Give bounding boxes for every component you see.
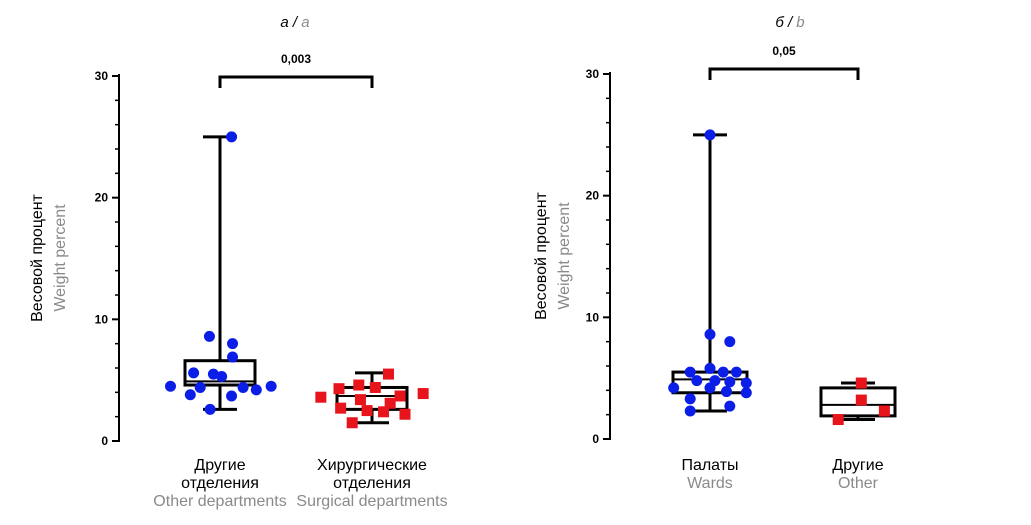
category-label-ru: Хирургические xyxy=(317,457,427,474)
data-point xyxy=(227,338,239,350)
y-tick-label: 0 xyxy=(101,434,108,448)
y-tick-label: 30 xyxy=(95,69,109,83)
significance-label: 0,003 xyxy=(281,52,311,66)
panel-title-en: b xyxy=(796,14,804,31)
y-axis-label-ru: Весовой процент xyxy=(533,191,550,319)
category-label-ru: Палаты xyxy=(681,457,738,474)
significance-bracket xyxy=(708,67,860,80)
category-label-ru: Другие xyxy=(194,457,245,474)
panel-title-ru: а / xyxy=(280,14,301,31)
category-label-ru: отделения xyxy=(181,475,259,492)
data-point xyxy=(369,381,381,393)
y-axis-label-en: Weight percent xyxy=(556,202,573,310)
data-point xyxy=(216,371,228,383)
data-point xyxy=(684,405,696,417)
y-tick-label: 30 xyxy=(586,67,600,81)
panel-title: б / b xyxy=(775,14,804,31)
data-point xyxy=(226,390,238,402)
data-point xyxy=(188,367,200,379)
chart-panel-a: а / a 0 10 20 30 Весовой процент Weight percen… xyxy=(29,14,448,510)
data-point xyxy=(207,368,219,380)
data-point xyxy=(724,376,736,388)
data-point xyxy=(684,366,696,378)
data-point xyxy=(383,368,394,380)
data-point xyxy=(237,381,249,393)
category-label-en: Surgical departments xyxy=(296,493,447,510)
data-point xyxy=(346,417,358,429)
data-point xyxy=(250,384,262,396)
data-point xyxy=(832,414,844,426)
data-point xyxy=(378,406,390,418)
data-point xyxy=(354,394,366,406)
data-point xyxy=(704,362,716,374)
data-point xyxy=(724,400,736,412)
box xyxy=(183,359,257,387)
category-label-en: Other departments xyxy=(153,493,286,510)
data-point xyxy=(740,387,752,399)
data-point xyxy=(333,383,345,395)
y-tick-label: 0 xyxy=(592,432,599,446)
data-point xyxy=(361,405,373,417)
category-label-ru: отделения xyxy=(333,475,411,492)
data-point xyxy=(704,382,716,394)
data-point xyxy=(315,391,327,403)
data-point xyxy=(265,380,277,392)
panel-title: а / a xyxy=(280,14,309,31)
data-point xyxy=(203,330,215,342)
data-point xyxy=(335,402,347,414)
category-label-en: Wards xyxy=(687,475,733,492)
y-tick-label: 20 xyxy=(586,189,600,203)
significance-label: 0,05 xyxy=(772,44,796,58)
panel-title-en: a xyxy=(301,14,309,31)
data-point xyxy=(353,379,365,391)
data-point xyxy=(227,351,239,363)
panel-title-ru: б / xyxy=(775,14,796,31)
y-axis-label-en: Weight percent xyxy=(52,204,69,312)
category-label-ru: Другие xyxy=(832,457,883,474)
y-tick-label: 20 xyxy=(95,191,109,205)
data-point xyxy=(399,408,411,420)
data-point xyxy=(704,328,716,340)
data-point xyxy=(417,388,429,400)
data-point xyxy=(668,382,680,394)
data-point xyxy=(204,403,216,415)
data-point xyxy=(717,366,729,378)
data-point xyxy=(194,381,206,393)
data-point xyxy=(184,389,196,401)
significance-bracket xyxy=(218,75,374,88)
data-point xyxy=(724,336,736,348)
data-point xyxy=(878,405,890,417)
y-tick-label: 10 xyxy=(95,312,109,326)
data-point xyxy=(721,386,732,398)
data-point xyxy=(730,366,742,378)
data-point xyxy=(704,129,716,141)
data-point xyxy=(855,394,867,406)
data-point xyxy=(855,377,867,389)
data-point xyxy=(691,375,703,387)
data-point xyxy=(394,390,406,402)
data-point xyxy=(740,377,752,389)
data-point xyxy=(384,397,396,409)
y-tick-label: 10 xyxy=(586,310,600,324)
data-point xyxy=(226,131,238,143)
data-point xyxy=(165,380,176,392)
category-label-en: Other xyxy=(838,475,879,492)
chart-panel-b: б / b 0 10 20 30 Весовой процент Weight percen… xyxy=(533,14,897,492)
data-point xyxy=(684,393,696,405)
y-axis-label-ru: Весовой процент xyxy=(29,193,46,321)
